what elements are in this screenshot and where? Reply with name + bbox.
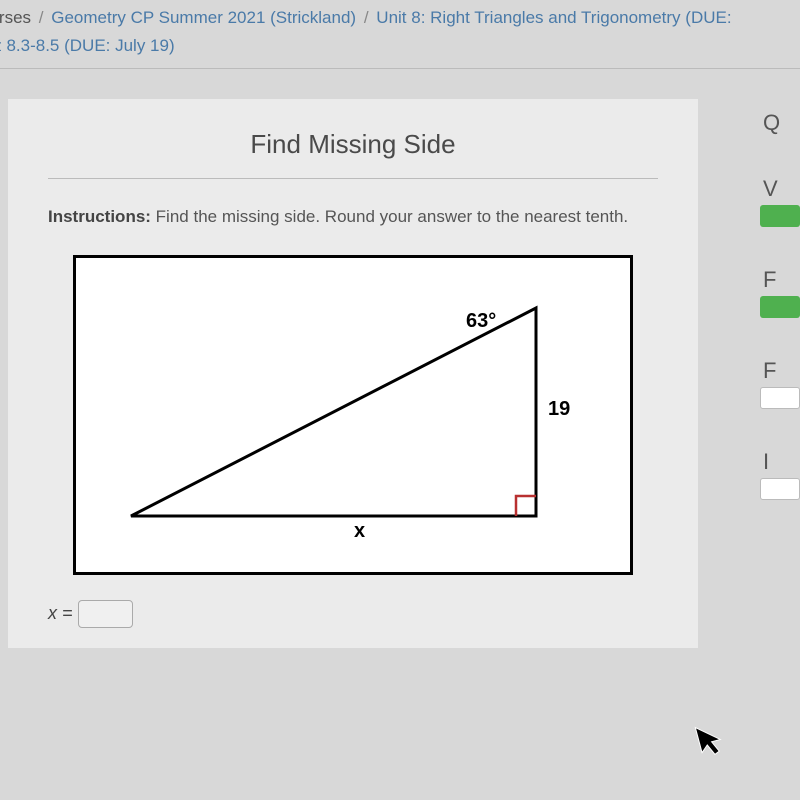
right-item: F	[755, 358, 800, 409]
cursor-icon	[692, 719, 730, 768]
right-letter: F	[763, 358, 800, 384]
right-letter: V	[763, 176, 800, 202]
instructions: Instructions: Find the missing side. Rou…	[48, 204, 658, 230]
question-card: Find Missing Side Instructions: Find the…	[8, 99, 698, 648]
breadcrumb-line2: uiz 8.3-8.5 (DUE: July 19)	[0, 36, 800, 56]
right-item: Q	[755, 110, 800, 136]
triangle-shape	[131, 308, 536, 516]
breadcrumb: ourses / Geometry CP Summer 2021 (Strick…	[0, 0, 800, 36]
right-item: F	[755, 267, 800, 318]
breadcrumb-quiz[interactable]: uiz 8.3-8.5 (DUE: July 19)	[0, 36, 175, 55]
progress-box[interactable]	[760, 296, 800, 318]
breadcrumb-courses[interactable]: ourses	[0, 8, 31, 27]
answer-label: x =	[48, 603, 73, 624]
answer-input[interactable]	[78, 600, 133, 628]
answer-row: x =	[48, 600, 658, 628]
card-divider	[48, 178, 658, 179]
right-item: I	[755, 449, 800, 500]
instructions-label: Instructions:	[48, 207, 151, 226]
progress-box[interactable]	[760, 478, 800, 500]
progress-box[interactable]	[760, 387, 800, 409]
divider	[0, 68, 800, 69]
progress-box[interactable]	[760, 205, 800, 227]
triangle-diagram: 63° 19 x	[73, 255, 633, 575]
side-label-19: 19	[548, 398, 570, 421]
side-label-x: x	[354, 520, 365, 543]
right-letter: F	[763, 267, 800, 293]
breadcrumb-course-link[interactable]: Geometry CP Summer 2021 (Strickland)	[51, 8, 356, 27]
right-item: V	[755, 176, 800, 227]
right-panel: Q V F F I	[755, 110, 800, 540]
right-angle-marker	[516, 496, 536, 516]
breadcrumb-sep: /	[39, 8, 44, 27]
card-title: Find Missing Side	[48, 129, 658, 160]
instructions-text: Find the missing side. Round your answer…	[151, 207, 628, 226]
breadcrumb-unit-link[interactable]: Unit 8: Right Triangles and Trigonometry…	[376, 8, 731, 27]
breadcrumb-sep: /	[364, 8, 369, 27]
right-letter: Q	[763, 110, 800, 136]
right-letter: I	[763, 449, 800, 475]
angle-label: 63°	[466, 310, 496, 333]
